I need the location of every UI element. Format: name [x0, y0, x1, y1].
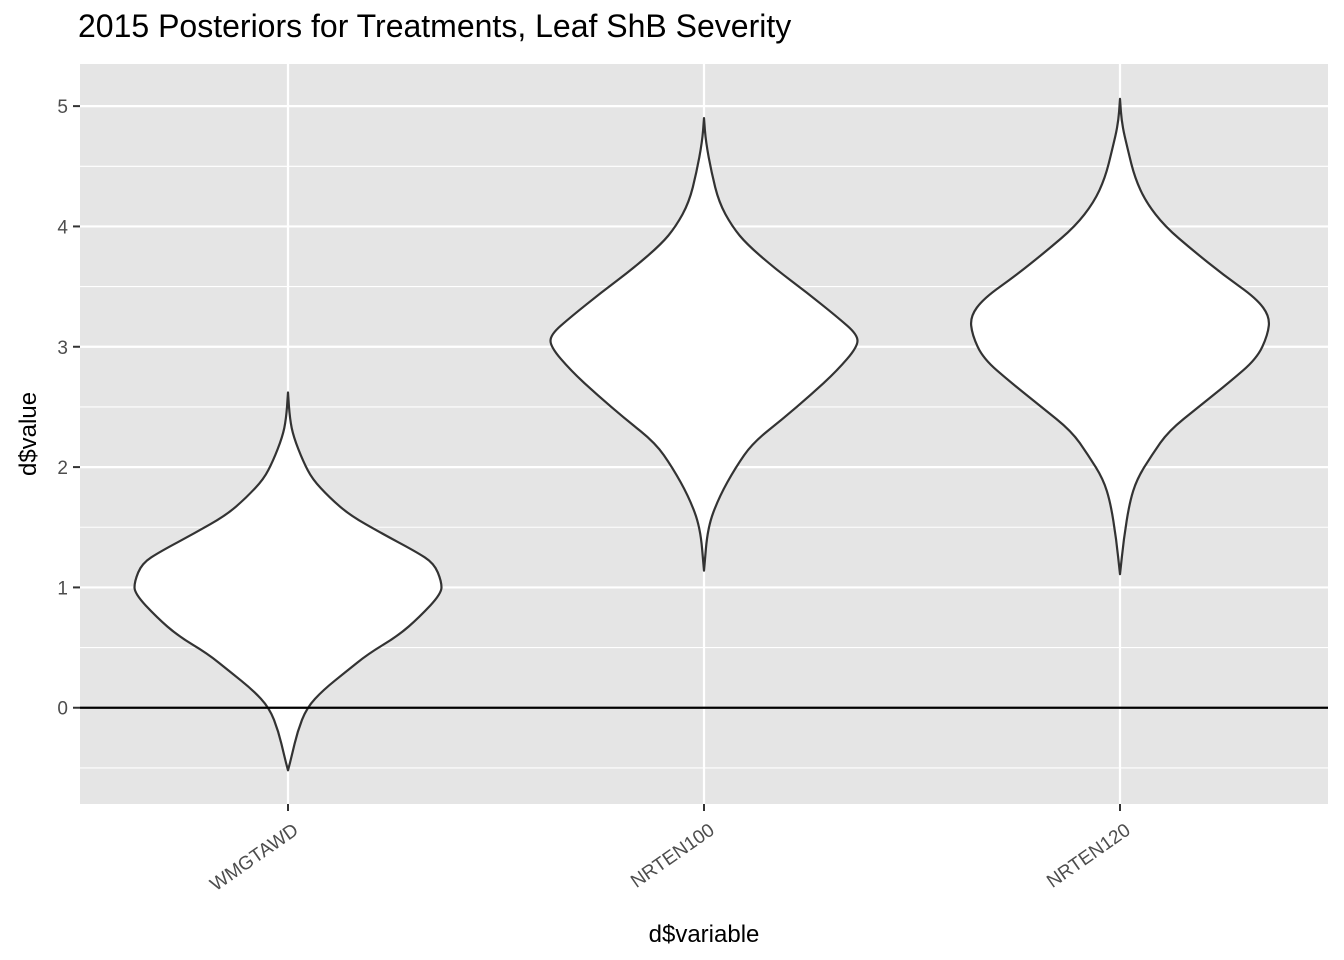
- y-tick-label: 0: [57, 699, 68, 720]
- chart-title: 2015 Posteriors for Treatments, Leaf ShB…: [78, 8, 792, 44]
- x-axis: WMGTAWD NRTEN100 NRTEN120: [207, 804, 1134, 896]
- y-tick-label: 5: [57, 97, 68, 118]
- violin-nrten120: [969, 97, 1271, 576]
- y-tick-label: 4: [57, 217, 68, 238]
- y-axis: 0 1 2 3 4 5: [57, 97, 80, 720]
- violin-wmgtawd: [133, 391, 443, 772]
- y-axis-title: d$value: [15, 392, 42, 476]
- x-tick-label: NRTEN120: [1043, 820, 1134, 893]
- violin-group: [133, 97, 1271, 772]
- violin-nrten100: [549, 117, 859, 572]
- y-tick-label: 1: [57, 578, 68, 599]
- x-tick-label: WMGTAWD: [207, 820, 303, 896]
- x-axis-title: d$variable: [649, 921, 760, 948]
- y-tick-label: 2: [57, 458, 68, 479]
- y-tick-label: 3: [57, 338, 68, 359]
- x-tick-label: NRTEN100: [627, 820, 718, 893]
